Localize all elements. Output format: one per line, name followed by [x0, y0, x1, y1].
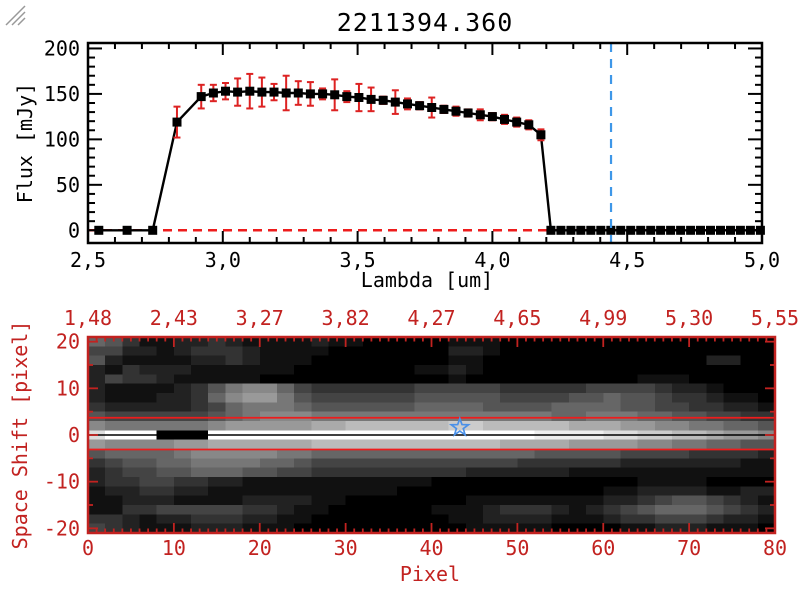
pixel-axis-label: Pixel	[399, 562, 461, 586]
tick-label: 4,99	[579, 306, 627, 330]
tick-label: 0	[68, 218, 80, 242]
tick-label: 50	[505, 536, 529, 560]
tick-label: -20	[44, 516, 80, 540]
tick-label: 3,5	[340, 248, 376, 272]
space-shift-axis-label: Space Shift [pixel]	[8, 320, 32, 550]
tick-label: 80	[763, 536, 787, 560]
tick-label: 2,5	[70, 248, 106, 272]
lambda-axis-label: Lambda [um]	[360, 268, 494, 292]
tick-label: 3,27	[236, 306, 284, 330]
tick-label: 4,65	[493, 306, 541, 330]
tick-label: 2,43	[150, 306, 198, 330]
tick-label: 70	[677, 536, 701, 560]
tick-label: 4,5	[609, 248, 645, 272]
tick-label: 4,0	[474, 248, 510, 272]
tick-label: 10	[162, 536, 186, 560]
tick-label: 50	[56, 173, 80, 197]
tick-label: 5,55	[751, 306, 799, 330]
plot-title: 2211394.360	[336, 8, 514, 37]
tick-label: 60	[591, 536, 615, 560]
tick-label: 30	[334, 536, 358, 560]
tick-label: -10	[44, 470, 80, 494]
star-marker	[448, 415, 471, 437]
tick-label: 3,0	[205, 248, 241, 272]
tick-label: 0	[68, 423, 80, 447]
tick-label: 20	[248, 536, 272, 560]
tick-label: 150	[44, 82, 80, 106]
tick-label: 5,30	[665, 306, 713, 330]
tick-label: 10	[56, 376, 80, 400]
resize-grip-icon[interactable]	[0, 0, 26, 26]
flux-axis-label: Flux [mJy]	[13, 82, 37, 204]
tick-label: 200	[44, 36, 80, 60]
tick-label: 40	[419, 536, 443, 560]
tick-label: 100	[44, 127, 80, 151]
tick-label: 1,48	[64, 306, 112, 330]
tick-label: 20	[56, 330, 80, 354]
tick-label: 3,82	[322, 306, 370, 330]
tick-label: 5,0	[744, 248, 780, 272]
tick-label: 4,27	[407, 306, 455, 330]
tick-label: 0	[82, 536, 94, 560]
